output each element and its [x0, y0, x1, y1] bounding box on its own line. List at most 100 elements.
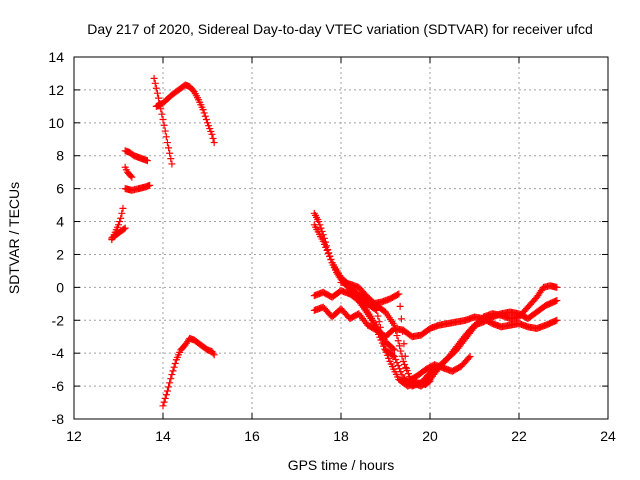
data-point — [121, 224, 129, 232]
data-point — [159, 116, 167, 124]
data-point — [168, 371, 176, 379]
data-point — [163, 387, 171, 395]
data-point — [151, 79, 159, 87]
data-point — [143, 157, 151, 165]
data-point — [396, 302, 404, 310]
data-point — [128, 173, 136, 181]
data-point — [402, 365, 410, 373]
data-point — [390, 321, 398, 329]
y-tick-label: 4 — [56, 214, 64, 230]
data-point — [395, 365, 403, 373]
data-point — [394, 362, 402, 370]
data-series — [108, 74, 561, 410]
data-point — [324, 250, 332, 258]
x-axis-label: GPS time / hours — [288, 457, 395, 473]
data-point — [169, 367, 177, 375]
x-tick-label: 22 — [511, 428, 527, 444]
data-point — [118, 209, 126, 217]
series-arc-14 — [350, 288, 474, 385]
data-point — [161, 127, 169, 135]
data-point — [375, 318, 383, 326]
series-arc-11 — [310, 303, 561, 341]
data-point — [146, 181, 154, 189]
data-point — [389, 352, 397, 360]
data-point — [317, 224, 325, 232]
data-point — [398, 371, 406, 379]
data-point — [380, 340, 388, 348]
data-point — [315, 218, 323, 226]
data-point — [401, 360, 409, 368]
data-point — [399, 357, 407, 365]
series-arc-4 — [121, 163, 136, 181]
data-point — [395, 290, 403, 298]
data-point — [374, 312, 382, 320]
data-point — [326, 253, 334, 261]
data-point — [162, 391, 170, 399]
data-point — [166, 379, 174, 387]
x-tick-label: 20 — [422, 428, 438, 444]
data-point — [395, 342, 403, 350]
y-tick-label: -4 — [52, 345, 65, 361]
data-point — [393, 359, 401, 367]
y-tick-label: 2 — [56, 246, 64, 262]
data-point — [397, 368, 405, 376]
data-point — [152, 84, 160, 92]
y-tick-label: 0 — [56, 279, 64, 295]
data-point — [171, 359, 179, 367]
data-point — [392, 356, 400, 364]
y-tick-label: 14 — [48, 49, 64, 65]
data-point — [150, 74, 158, 82]
y-tick-label: 6 — [56, 181, 64, 197]
x-tick-label: 16 — [244, 428, 260, 444]
data-point — [553, 283, 561, 291]
data-point — [166, 149, 174, 157]
data-point — [379, 335, 387, 343]
data-point — [393, 332, 401, 340]
data-point — [209, 349, 217, 357]
data-point — [163, 139, 171, 147]
data-point — [158, 110, 166, 118]
data-point — [327, 256, 335, 264]
y-axis-label: SDTVAR / TECUs — [6, 182, 22, 294]
data-point — [401, 352, 409, 360]
data-point — [210, 351, 218, 359]
data-point — [119, 204, 127, 212]
series-arc-3 — [121, 147, 151, 165]
data-point — [168, 160, 176, 168]
series-arc-7 — [152, 81, 218, 147]
data-point — [553, 316, 561, 324]
x-tick-label: 14 — [155, 428, 171, 444]
data-point — [167, 155, 175, 163]
data-point — [319, 237, 327, 245]
x-tick-label: 12 — [66, 428, 82, 444]
data-point — [127, 172, 135, 180]
data-point — [161, 394, 169, 402]
data-point — [397, 315, 405, 323]
data-point — [392, 326, 400, 334]
data-point — [390, 352, 398, 360]
data-point — [115, 221, 122, 229]
data-point — [399, 327, 407, 335]
data-point — [397, 347, 405, 355]
x-tick-label: 18 — [333, 428, 349, 444]
data-point — [162, 133, 170, 141]
data-point — [466, 352, 474, 360]
series-arc-8 — [159, 334, 218, 410]
y-tick-label: -6 — [52, 378, 65, 394]
data-point — [159, 402, 167, 410]
y-tick-label: 12 — [48, 82, 64, 98]
data-point — [376, 323, 384, 331]
grid — [74, 57, 608, 419]
data-point — [378, 329, 386, 337]
series-arc-2 — [108, 224, 129, 242]
data-point — [394, 291, 402, 299]
data-point — [200, 109, 208, 117]
data-point — [202, 116, 210, 124]
data-point — [165, 383, 173, 391]
data-point — [553, 297, 561, 305]
data-point — [208, 130, 216, 138]
x-tick-label: 24 — [600, 428, 616, 444]
data-point — [153, 89, 161, 97]
series-arc-6 — [150, 74, 176, 168]
data-point — [322, 243, 330, 251]
